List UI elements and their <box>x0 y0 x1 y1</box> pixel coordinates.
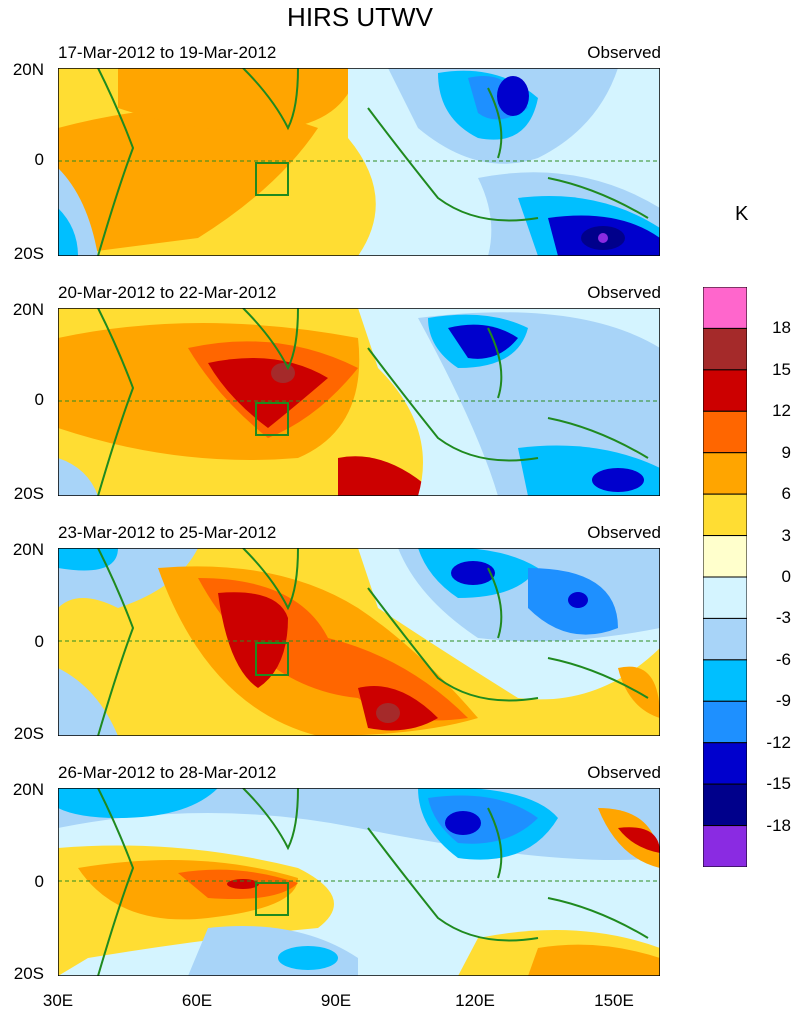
panel-1-lat-20s: 20S <box>13 244 44 263</box>
panel-2-lat-eq: 0 <box>34 390 44 409</box>
lon-label-30e: 30E <box>42 991 74 1010</box>
colorbar-swatch <box>703 535 747 578</box>
panel-1-date-range: 17-Mar-2012 to 19-Mar-2012 <box>58 43 277 62</box>
panel-1-status: Observed <box>587 43 661 62</box>
colorbar-tick-label: 12 <box>772 401 791 421</box>
panel-3-status: Observed <box>587 523 661 542</box>
panel-3-date-range: 23-Mar-2012 to 25-Mar-2012 <box>58 523 277 542</box>
colorbar-tick-label: -6 <box>775 649 791 669</box>
panel-1-lat-eq: 0 <box>34 150 44 169</box>
colorbar-tick-label: 0 <box>781 567 791 586</box>
colorbar-tick-label: 9 <box>781 442 791 462</box>
panel-2-map <box>58 308 660 496</box>
panel-3-lat-eq: 0 <box>34 632 44 651</box>
colorbar-tick-label: -12 <box>766 732 791 752</box>
panel-4-lat-20s: 20S <box>13 964 44 983</box>
colorbar-tick-label: -9 <box>775 691 791 711</box>
panel-4-map <box>58 788 660 976</box>
colorbar-tick-label: 3 <box>781 525 791 545</box>
panel-4-date-range: 26-Mar-2012 to 28-Mar-2012 <box>58 763 277 782</box>
figure-title: HIRS UTWV <box>287 2 433 32</box>
lon-label-60e: 60E <box>181 991 213 1010</box>
unit-label: K <box>735 203 749 225</box>
colorbar-tick-label: 18 <box>772 318 791 338</box>
panel-2-lat-20n: 20N <box>12 300 44 319</box>
panel-3-lat-20s: 20S <box>13 724 44 743</box>
colorbar-swatch <box>703 742 747 785</box>
colorbar-swatch <box>703 700 747 744</box>
colorbar-swatch <box>703 617 747 661</box>
panel-3-map <box>58 548 660 736</box>
colorbar-swatch <box>703 369 747 412</box>
lon-label-90e: 90E <box>320 991 352 1010</box>
colorbar <box>703 287 747 867</box>
panel-1-lat-20n: 20N <box>12 60 44 79</box>
panel-1-map <box>58 68 660 256</box>
colorbar-swatch <box>703 493 747 537</box>
colorbar-swatch <box>703 783 747 827</box>
panel-4-status: Observed <box>587 763 661 782</box>
colorbar-tick-label: -3 <box>775 608 791 628</box>
panel-4-lat-eq: 0 <box>34 872 44 891</box>
colorbar-tick-label: 6 <box>781 484 791 504</box>
colorbar-swatch <box>703 287 747 329</box>
colorbar-swatch <box>703 327 747 371</box>
lon-label-120e: 120E <box>455 991 495 1010</box>
panel-2-date-range: 20-Mar-2012 to 22-Mar-2012 <box>58 283 277 302</box>
lon-label-150e: 150E <box>594 991 634 1010</box>
colorbar-swatch <box>703 452 747 495</box>
colorbar-swatch <box>703 825 747 867</box>
panel-2-status: Observed <box>587 283 661 302</box>
colorbar-tick-label: -18 <box>766 815 791 835</box>
panel-4-lat-20n: 20N <box>12 780 44 799</box>
colorbar-swatch <box>703 410 747 454</box>
colorbar-tick-label: -15 <box>766 774 791 794</box>
colorbar-swatch <box>703 659 747 702</box>
colorbar-swatch <box>703 576 747 619</box>
panel-3-lat-20n: 20N <box>12 540 44 559</box>
panel-2-lat-20s: 20S <box>13 484 44 503</box>
colorbar-tick-label: 15 <box>772 359 791 379</box>
